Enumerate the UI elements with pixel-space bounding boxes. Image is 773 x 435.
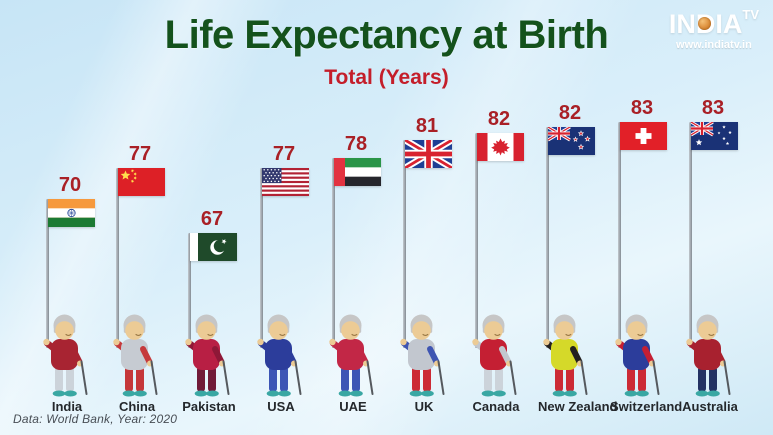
uk-flag-icon <box>405 140 452 168</box>
page-title: Life Expectancy at Birth <box>164 13 609 57</box>
pakistan-flag-icon <box>190 233 237 261</box>
globe-icon <box>697 17 711 30</box>
china-flag-icon <box>118 168 165 196</box>
uae-flag-icon <box>334 158 381 186</box>
source-note: Data: World Bank, Year: 2020 <box>13 412 178 426</box>
value-label: 82 <box>558 102 582 124</box>
switzerland-flag-icon <box>620 122 667 150</box>
value-label: 67 <box>200 208 224 230</box>
country-column-uk: 81 UK <box>400 0 455 435</box>
country-label: USA <box>267 399 295 414</box>
value-label: 83 <box>630 97 654 119</box>
country-column-uae: 78 UAE <box>329 0 384 435</box>
country-column-switzerland: 83 Switzerland <box>610 0 682 435</box>
country-label: UAE <box>339 399 367 414</box>
value-label: 77 <box>128 143 152 165</box>
brand-website: www.indiatv.in <box>676 39 752 51</box>
elderly-person-figure <box>181 312 239 405</box>
flag-pole <box>618 122 621 348</box>
elderly-person-figure <box>253 312 311 405</box>
country-column-pakistan: 67 Pakistan <box>182 0 240 435</box>
country-label: New Zealand <box>538 399 618 414</box>
value-label: 70 <box>58 174 82 196</box>
country-column-india: 70 India <box>43 0 98 435</box>
country-label: Pakistan <box>182 399 236 414</box>
elderly-person-figure <box>539 312 597 405</box>
page-subtitle: Total (Years) <box>324 66 449 89</box>
country-label: Canada <box>472 399 520 414</box>
country-label: UK <box>414 399 434 414</box>
value-label: 83 <box>701 97 725 119</box>
flag-pole <box>116 168 119 348</box>
elderly-person-figure <box>396 312 454 405</box>
value-label: 81 <box>415 115 439 137</box>
country-column-australia: 83 Australia <box>682 0 741 435</box>
country-label: Australia <box>682 399 738 414</box>
australia-flag-icon <box>691 122 738 150</box>
canada-flag-icon <box>477 133 524 161</box>
flag-pole <box>260 168 263 348</box>
flag-pole <box>689 122 692 348</box>
value-label: 82 <box>487 108 511 130</box>
flag-pole <box>475 133 478 348</box>
country-label: Switzerland <box>610 399 683 414</box>
country-column-new-zealand: 82 New Zealand <box>538 0 617 435</box>
flag-pole <box>546 127 549 348</box>
usa-flag-icon <box>262 168 309 196</box>
flag-pole <box>46 199 49 348</box>
indiatv-logo: INDIATV www.indiatv.in <box>669 8 759 51</box>
flag-pole <box>332 158 335 348</box>
country-column-china: 77 China <box>113 0 168 435</box>
country-column-canada: 82 Canada <box>472 0 527 435</box>
flag-pole <box>188 233 191 348</box>
india-flag-icon <box>48 199 95 227</box>
elderly-person-figure <box>682 312 740 405</box>
country-column-usa: 77 USA <box>257 0 312 435</box>
value-label: 78 <box>344 133 368 155</box>
value-label: 77 <box>272 143 296 165</box>
country-label: China <box>118 399 156 414</box>
elderly-person-figure <box>325 312 383 405</box>
elderly-person-figure <box>109 312 167 405</box>
brand-name: INDIATV <box>668 7 759 39</box>
flag-pole <box>403 140 406 348</box>
country-label: India <box>51 399 83 414</box>
elderly-person-figure <box>611 312 669 405</box>
elderly-person-figure <box>468 312 526 405</box>
new-zealand-flag-icon <box>548 127 595 155</box>
elderly-person-figure <box>39 312 97 405</box>
